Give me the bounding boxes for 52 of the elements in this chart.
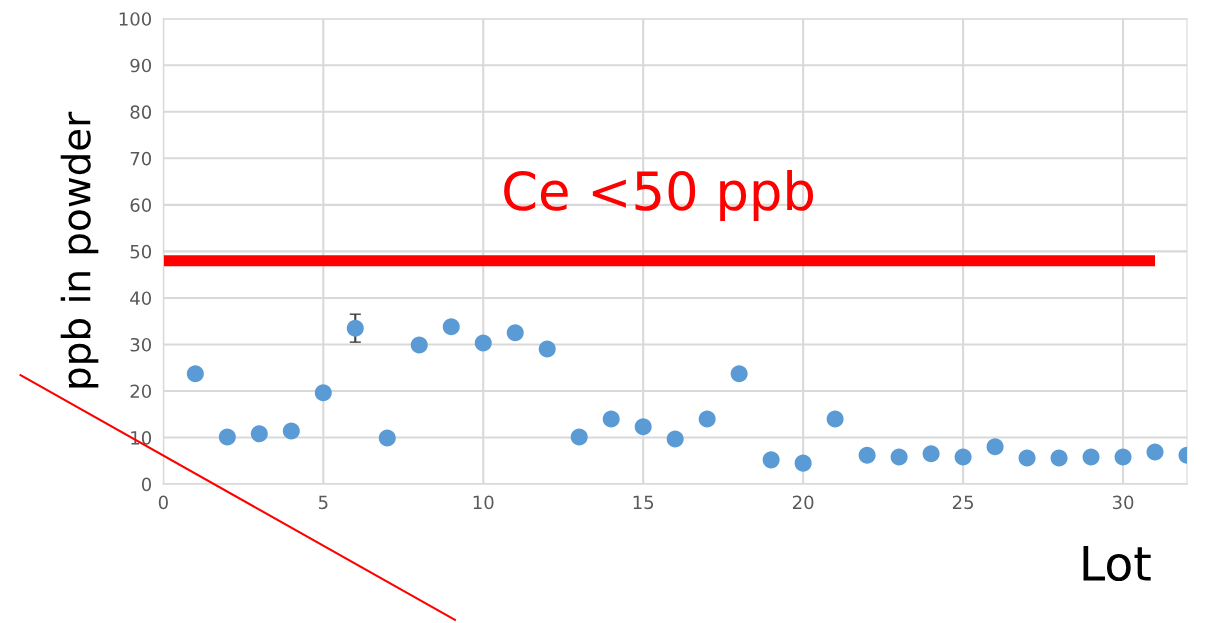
point <box>634 418 652 436</box>
y-tick-label: 70 <box>130 151 152 166</box>
point <box>538 340 556 358</box>
y-tick-label: 90 <box>130 58 152 73</box>
y-tick-label: 40 <box>130 291 152 306</box>
point <box>1018 449 1036 467</box>
y-tick-label: 30 <box>130 337 152 352</box>
point <box>186 365 204 383</box>
point <box>1082 448 1100 466</box>
point <box>410 336 428 354</box>
point <box>474 334 492 352</box>
point <box>666 430 684 448</box>
y-tick-label: 100 <box>119 12 152 26</box>
x-tick-label: 15 <box>633 495 654 510</box>
y-tick-label: 80 <box>130 105 152 119</box>
point <box>250 425 268 443</box>
x-tick-label: 30 <box>1112 495 1134 510</box>
point <box>890 448 908 466</box>
point <box>730 365 748 383</box>
x-tick-label: 25 <box>952 495 973 510</box>
point <box>282 422 300 440</box>
point <box>954 448 972 466</box>
point <box>442 318 460 336</box>
y-tick-label: 20 <box>130 384 152 399</box>
x-tick-label: 10 <box>473 495 494 510</box>
y-tick-label: 0 <box>141 477 152 492</box>
point <box>218 428 236 446</box>
point <box>1146 443 1164 461</box>
y-tick-label: 50 <box>130 244 152 259</box>
point <box>346 319 364 337</box>
x-tick-label: 5 <box>318 495 328 510</box>
point <box>314 384 332 402</box>
x-tick-label: 0 <box>158 495 168 510</box>
point <box>602 410 620 428</box>
point <box>1050 449 1068 467</box>
point <box>826 410 844 428</box>
point <box>570 428 588 446</box>
y-tick-label: 10 <box>131 430 152 445</box>
point <box>698 410 716 428</box>
point <box>762 451 780 469</box>
point <box>1114 448 1132 466</box>
y-tick-label: 60 <box>130 198 152 212</box>
point <box>506 324 524 342</box>
x-axis-title: Lot <box>1083 546 1151 582</box>
point <box>378 429 396 447</box>
y-axis-title: ppb in powder <box>60 111 99 388</box>
annotation: Ce <50 ppb <box>504 170 814 222</box>
point <box>986 438 1004 456</box>
point <box>794 454 812 472</box>
point <box>922 445 940 463</box>
x-tick-label: 20 <box>792 495 814 510</box>
point <box>858 446 876 464</box>
